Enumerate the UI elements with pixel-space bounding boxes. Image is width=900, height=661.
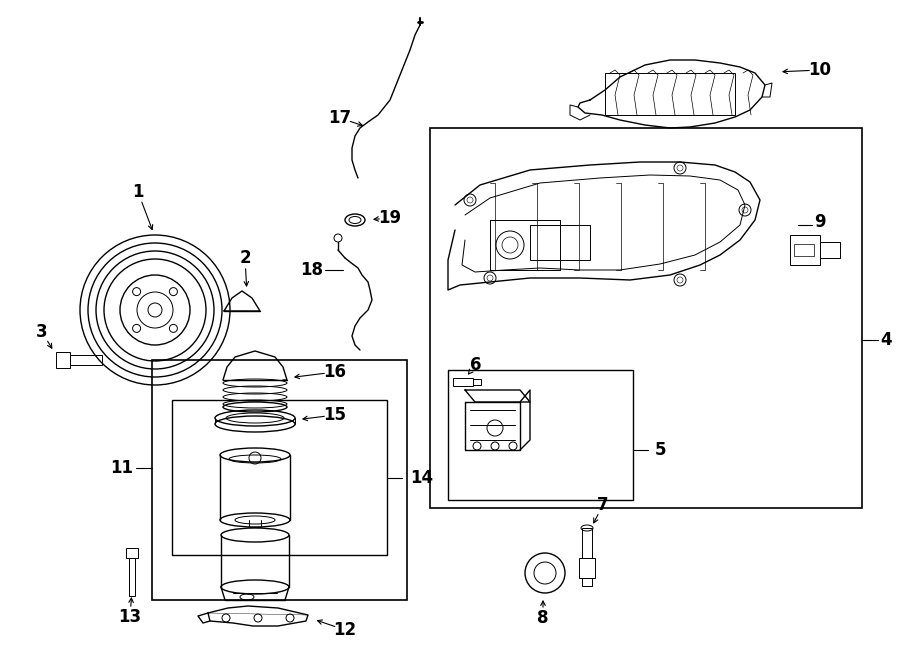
Bar (70, 355, 102, 365)
Text: 2: 2 (239, 249, 251, 267)
Text: 12: 12 (333, 621, 356, 639)
Text: 18: 18 (301, 261, 323, 279)
Bar (448, 370, 633, 500)
Bar (579, 558, 595, 578)
Bar (453, 378, 473, 386)
Text: 17: 17 (328, 109, 352, 127)
Bar (790, 235, 820, 265)
Bar (129, 558, 135, 596)
Bar (56, 352, 70, 368)
Text: 3: 3 (36, 323, 48, 341)
Bar (820, 242, 840, 258)
Text: 15: 15 (323, 406, 346, 424)
Bar (152, 360, 407, 600)
Bar (605, 73, 735, 115)
Bar (582, 578, 592, 586)
Bar (473, 379, 481, 385)
Text: 8: 8 (537, 609, 549, 627)
Text: 16: 16 (323, 363, 346, 381)
Text: 5: 5 (655, 441, 667, 459)
Text: 19: 19 (378, 209, 401, 227)
Bar (794, 244, 814, 256)
Text: 9: 9 (814, 213, 826, 231)
Text: 1: 1 (132, 183, 144, 201)
Bar (582, 528, 592, 558)
Bar (172, 400, 387, 555)
Text: 6: 6 (470, 356, 482, 374)
Text: 11: 11 (111, 459, 133, 477)
Text: 13: 13 (119, 608, 141, 626)
Text: 10: 10 (808, 61, 832, 79)
Text: 4: 4 (880, 331, 892, 349)
Bar (430, 128, 862, 508)
Text: 14: 14 (410, 469, 433, 487)
Text: 7: 7 (598, 496, 608, 514)
Bar (530, 225, 590, 260)
Bar (126, 548, 138, 558)
